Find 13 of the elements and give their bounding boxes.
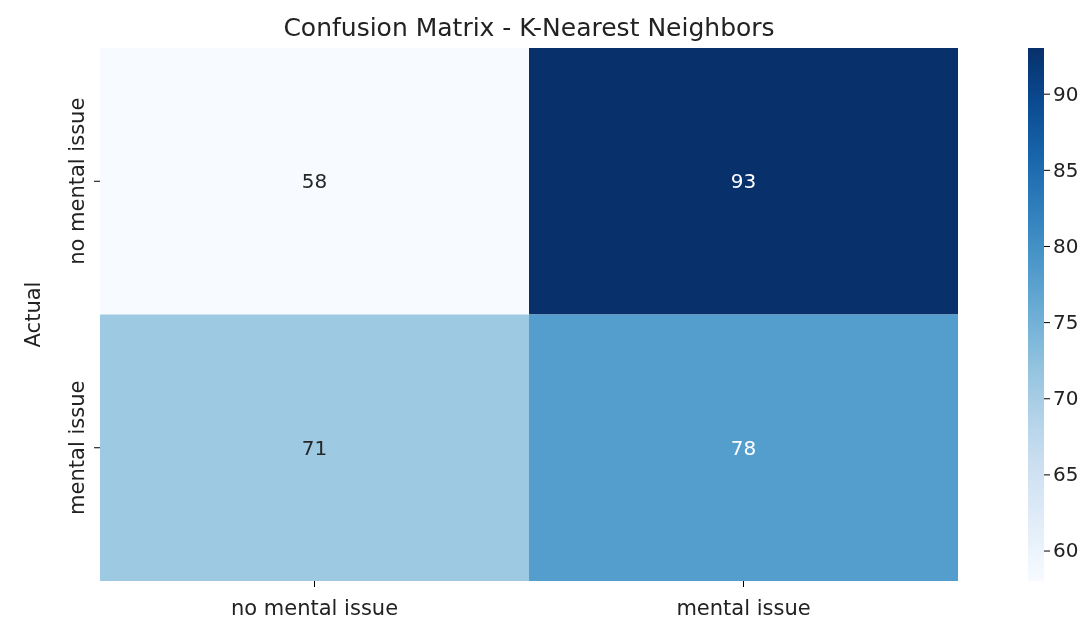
color-bar-label: 70 (1053, 386, 1079, 411)
y-axis-title: Actual (21, 281, 45, 348)
data-label: 78 (730, 435, 757, 460)
color-bar-label: 90 (1053, 81, 1079, 106)
data-label: 93 (730, 169, 757, 194)
color-bar-label: 65 (1053, 462, 1079, 487)
color-bar-label: 75 (1053, 310, 1079, 335)
chart-title: Confusion Matrix - K-Nearest Neighbors (283, 13, 775, 42)
data-label: 71 (301, 435, 328, 460)
color-bar-label: 80 (1053, 233, 1079, 258)
color-bar-label: 85 (1053, 157, 1079, 182)
color-bar-label: 60 (1053, 538, 1079, 563)
data-label: 58 (301, 169, 328, 194)
